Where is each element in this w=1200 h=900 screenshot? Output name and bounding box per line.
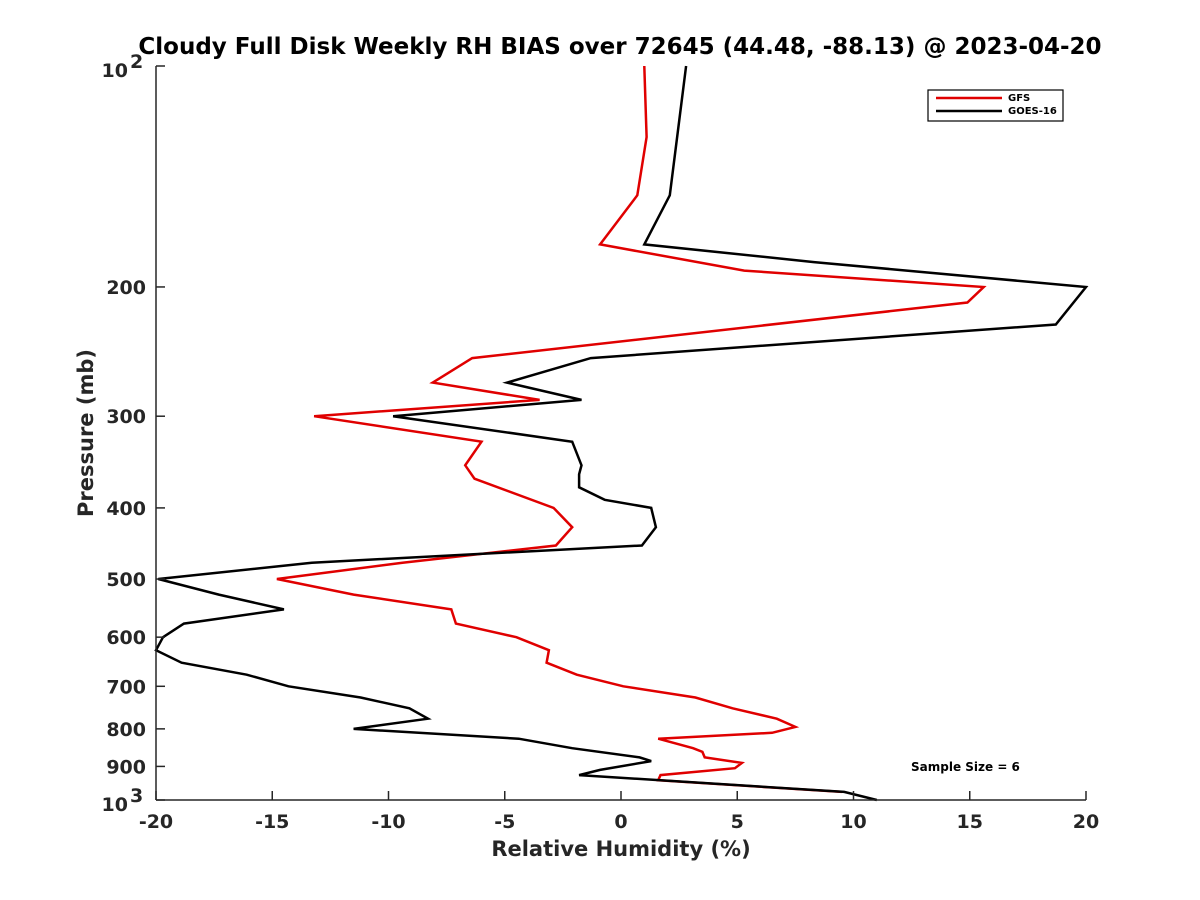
x-axis-label: Relative Humidity (%): [491, 837, 750, 861]
plot-area: [156, 66, 1086, 800]
chart-title: Cloudy Full Disk Weekly RH BIAS over 726…: [138, 34, 1101, 60]
y-ticks: 200 300 400 500 600 700 800 900: [106, 277, 165, 778]
x-tick-label: 20: [1073, 811, 1099, 833]
x-tick-label: -10: [371, 811, 405, 833]
x-tick-label: -5: [494, 811, 515, 833]
y-tick-label: 600: [106, 627, 146, 649]
series-line-gfs: [276, 65, 987, 794]
sample-size-annotation: Sample Size = 6: [911, 760, 1020, 774]
y-tick-max: 10 3: [102, 785, 165, 816]
y-tick-label: 900: [106, 756, 146, 778]
legend-label-gfs: GFS: [1008, 93, 1030, 104]
series-layer: [154, 65, 1089, 802]
x-tick-label: -20: [139, 811, 173, 833]
x-ticks: -20 -15 -10 -5 0 5 10 15 20: [139, 791, 1099, 833]
y-tick-label-max-exponent: 3: [130, 785, 143, 807]
x-tick-label: -15: [255, 811, 289, 833]
y-tick-label: 300: [106, 406, 146, 428]
legend: GFS GOES-16: [927, 89, 1064, 122]
y-tick-min: 10 2: [102, 51, 165, 82]
y-tick-label: 800: [106, 719, 146, 741]
y-tick-label-min: 10: [102, 60, 128, 82]
y-tick-label: 200: [106, 277, 146, 299]
series-line-goes16: [154, 65, 1089, 802]
y-axis-label: Pressure (mb): [74, 349, 98, 517]
legend-box: [927, 89, 1064, 122]
x-tick-label: 10: [840, 811, 866, 833]
x-tick-label: 15: [957, 811, 983, 833]
x-tick-label: 0: [614, 811, 627, 833]
y-tick-label-max: 10: [102, 794, 128, 816]
y-tick-label: 400: [106, 498, 146, 520]
y-tick-label: 500: [106, 569, 146, 591]
x-tick-label: 5: [731, 811, 744, 833]
y-tick-label: 700: [106, 676, 146, 698]
legend-label-goes16: GOES-16: [1008, 106, 1057, 117]
y-tick-label-min-exponent: 2: [130, 51, 143, 73]
